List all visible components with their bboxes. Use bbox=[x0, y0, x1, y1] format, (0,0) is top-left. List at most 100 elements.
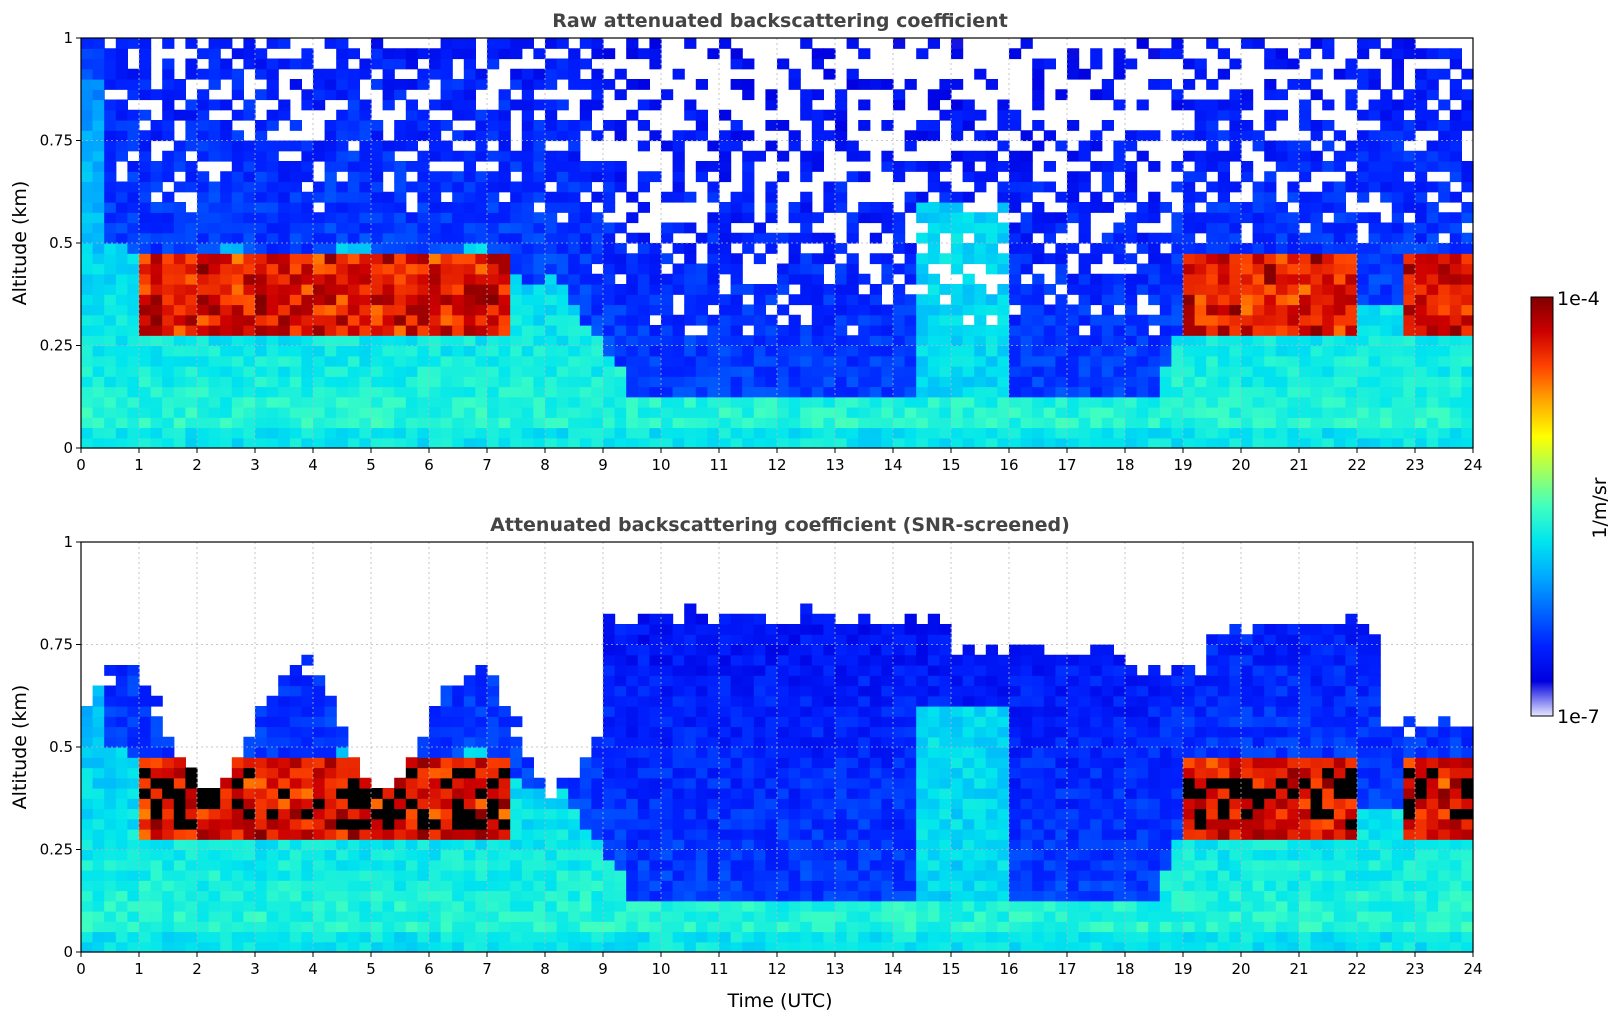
heatmap-cell bbox=[649, 941, 662, 953]
heatmap-cell bbox=[626, 685, 639, 697]
heatmap-cell bbox=[1229, 263, 1242, 275]
heatmap-cell bbox=[533, 161, 546, 172]
heatmap-cell bbox=[324, 89, 337, 101]
heatmap-cell bbox=[1310, 161, 1323, 172]
heatmap-cell bbox=[127, 931, 140, 943]
heatmap-cell bbox=[614, 386, 627, 398]
heatmap-cell bbox=[498, 706, 511, 717]
heatmap-cell bbox=[962, 253, 975, 265]
heatmap-cell bbox=[394, 890, 407, 902]
heatmap-cell bbox=[162, 921, 175, 933]
heatmap-cell bbox=[707, 222, 720, 234]
heatmap-cell bbox=[185, 232, 198, 244]
heatmap-cell bbox=[1333, 417, 1346, 429]
heatmap-cell bbox=[208, 839, 221, 851]
heatmap-cell bbox=[208, 130, 221, 142]
heatmap-cell bbox=[197, 120, 210, 131]
heatmap-cell bbox=[487, 839, 500, 851]
heatmap-cell bbox=[521, 222, 534, 234]
heatmap-cell bbox=[463, 798, 476, 810]
heatmap-cell bbox=[278, 437, 291, 449]
heatmap-cell bbox=[695, 284, 708, 295]
heatmap-cell bbox=[1090, 376, 1103, 388]
heatmap-cell bbox=[266, 767, 279, 779]
heatmap-cell bbox=[185, 99, 198, 111]
heatmap-cell bbox=[487, 695, 500, 707]
heatmap-cell bbox=[1438, 99, 1451, 111]
heatmap-cell bbox=[243, 140, 256, 152]
heatmap-cell bbox=[800, 335, 813, 347]
heatmap-cell bbox=[603, 417, 616, 429]
heatmap-cell bbox=[255, 202, 268, 213]
x-tick-label: 0 bbox=[76, 456, 86, 474]
heatmap-cell bbox=[1183, 202, 1196, 213]
heatmap-cell bbox=[301, 150, 314, 162]
heatmap-cell bbox=[800, 376, 813, 388]
heatmap-cell bbox=[139, 890, 152, 902]
heatmap-cell bbox=[475, 376, 488, 388]
heatmap-cell bbox=[556, 243, 569, 254]
heatmap-cell bbox=[1380, 284, 1393, 295]
heatmap-cell bbox=[1229, 181, 1242, 193]
heatmap-cell bbox=[985, 304, 998, 316]
heatmap-cell bbox=[626, 880, 639, 892]
heatmap-cell bbox=[939, 253, 952, 265]
heatmap-cell bbox=[939, 304, 952, 316]
heatmap-cell bbox=[324, 345, 337, 357]
heatmap-cell bbox=[336, 407, 349, 418]
heatmap-cell bbox=[637, 437, 650, 449]
heatmap-cell bbox=[347, 161, 360, 172]
heatmap-cell bbox=[1426, 161, 1439, 172]
heatmap-cell bbox=[661, 335, 674, 347]
heatmap-cell bbox=[139, 685, 152, 697]
heatmap-cell bbox=[104, 140, 117, 152]
heatmap-cell bbox=[127, 191, 140, 203]
heatmap-cell bbox=[545, 263, 558, 275]
heatmap-cell bbox=[568, 849, 581, 861]
heatmap-cell bbox=[1032, 325, 1045, 336]
heatmap-cell bbox=[498, 880, 511, 892]
heatmap-cell bbox=[185, 859, 198, 871]
heatmap-cell bbox=[533, 870, 546, 881]
heatmap-cell bbox=[162, 314, 175, 326]
heatmap-cell bbox=[1426, 355, 1439, 367]
heatmap-cell bbox=[173, 839, 186, 851]
heatmap-cell bbox=[1426, 366, 1439, 377]
heatmap-cell bbox=[139, 366, 152, 377]
heatmap-cell bbox=[429, 325, 442, 336]
heatmap-cell bbox=[162, 798, 175, 810]
heatmap-cell bbox=[788, 314, 801, 326]
heatmap-cell bbox=[1252, 181, 1265, 193]
heatmap-cell bbox=[185, 263, 198, 275]
heatmap-cell bbox=[1310, 263, 1323, 275]
heatmap-cell bbox=[730, 314, 743, 326]
heatmap-cell bbox=[127, 808, 140, 820]
heatmap-cell bbox=[452, 427, 465, 439]
heatmap-cell bbox=[1171, 294, 1184, 306]
heatmap-cell bbox=[382, 829, 395, 840]
heatmap-cell bbox=[614, 941, 627, 953]
heatmap-cell bbox=[1241, 171, 1254, 183]
heatmap-cell bbox=[684, 366, 697, 377]
heatmap-cell bbox=[997, 181, 1010, 193]
heatmap-cell bbox=[603, 634, 616, 646]
heatmap-cell bbox=[626, 644, 639, 656]
heatmap-cell bbox=[533, 798, 546, 810]
heatmap-cell bbox=[893, 314, 906, 326]
heatmap-cell bbox=[243, 243, 256, 254]
heatmap-cell bbox=[243, 222, 256, 234]
heatmap-cell bbox=[139, 212, 152, 224]
heatmap-cell bbox=[684, 345, 697, 357]
heatmap-cell bbox=[1461, 396, 1474, 408]
heatmap-cell bbox=[1415, 48, 1428, 60]
heatmap-cell bbox=[382, 870, 395, 881]
heatmap-cell bbox=[510, 788, 523, 799]
heatmap-cell bbox=[591, 900, 604, 912]
heatmap-cell bbox=[1183, 437, 1196, 449]
heatmap-cell bbox=[927, 181, 940, 193]
heatmap-cell bbox=[231, 181, 244, 193]
heatmap-cell bbox=[394, 931, 407, 943]
heatmap-cell bbox=[1322, 376, 1335, 388]
heatmap-cell bbox=[962, 304, 975, 316]
heatmap-cell bbox=[498, 161, 511, 172]
